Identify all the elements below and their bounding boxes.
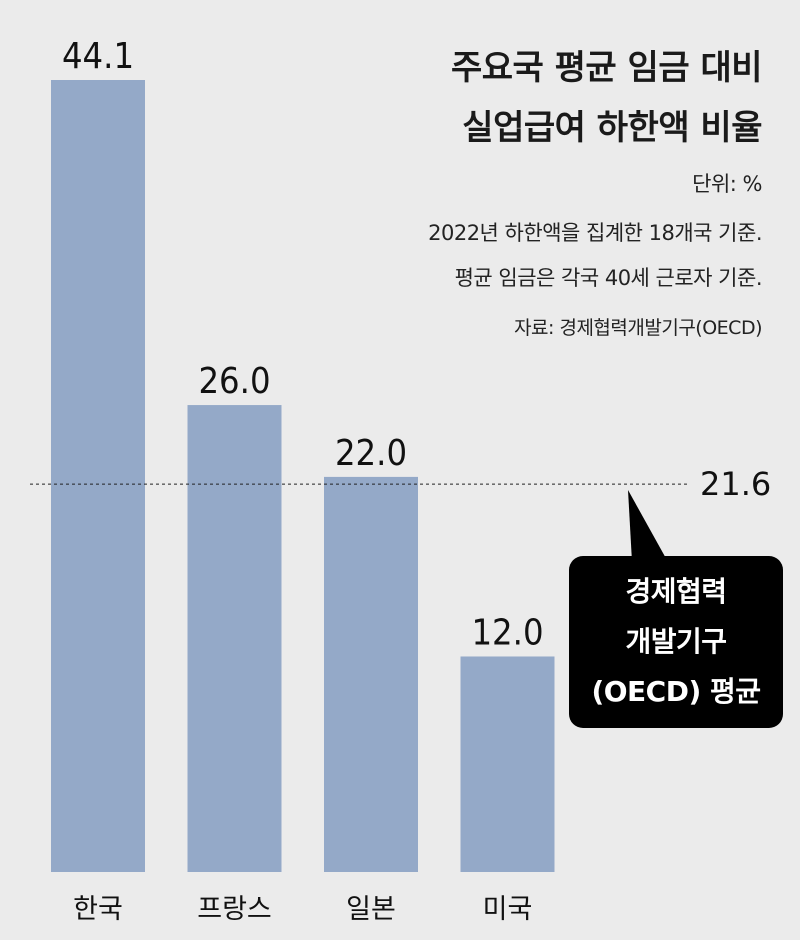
bar-value-label: 12.0 [471, 612, 543, 653]
chart-title: 주요국 평균 임금 대비 [450, 48, 763, 88]
source-label: 자료: 경제협력개발기구(OECD) [514, 317, 762, 339]
category-label: 한국 [73, 894, 123, 925]
callout-line-3: (OECD) 평균 [591, 675, 761, 708]
category-label: 일본 [346, 894, 396, 925]
bars-group: 44.1 한국 26.0 프랑스 22.0 일본 12.0 미국 [51, 36, 555, 925]
bar-value-label: 22.0 [335, 433, 407, 474]
bar-value-label: 26.0 [198, 361, 270, 402]
bar-value-label: 44.1 [62, 36, 134, 77]
bar-미국 [460, 656, 555, 872]
chart-title-line2: 실업급여 하한액 비율 [462, 108, 762, 148]
note-line-1: 2022년 하한액을 집계한 18개국 기준. [428, 221, 762, 245]
callout-line-2: 개발기구 [625, 625, 727, 658]
callout-line-1: 경제협력 [625, 575, 727, 608]
oecd-average-callout: 경제협력 개발기구 (OECD) 평균 [569, 556, 783, 728]
callout-pointer [628, 490, 668, 562]
reference-line-group: 21.6 [30, 465, 771, 562]
category-label: 미국 [483, 894, 533, 925]
oecd-average-value: 21.6 [700, 465, 771, 503]
bar-한국 [51, 80, 145, 872]
bar-프랑스 [187, 405, 282, 872]
category-label: 프랑스 [197, 894, 272, 925]
bar-일본 [324, 476, 418, 872]
note-line-2: 평균 임금은 각국 40세 근로자 기준. [454, 266, 763, 290]
unit-label: 단위: % [692, 172, 762, 196]
